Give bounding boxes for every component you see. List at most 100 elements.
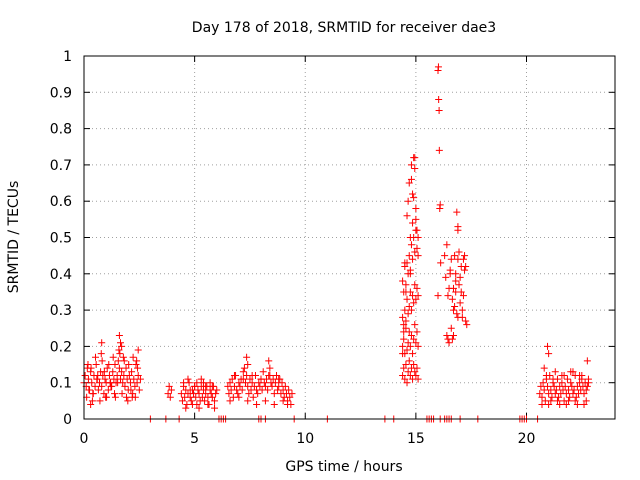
data-point: [571, 397, 579, 405]
data-point: [443, 241, 451, 249]
data-point: [135, 386, 143, 394]
data-point: [197, 375, 205, 383]
data-point: [115, 332, 123, 340]
data-point: [115, 364, 123, 372]
data-point: [451, 252, 459, 260]
data-point: [583, 357, 591, 365]
data-point: [107, 382, 115, 390]
data-point: [132, 361, 140, 369]
data-point: [245, 390, 253, 398]
data-point: [558, 371, 566, 379]
data-point: [561, 382, 569, 390]
data-point: [455, 248, 463, 256]
data-point: [437, 259, 445, 267]
data-point: [558, 379, 566, 387]
data-point: [96, 397, 104, 405]
data-point: [412, 295, 420, 303]
data-point: [407, 306, 415, 314]
data-point: [411, 248, 419, 256]
data-point: [228, 375, 236, 383]
data-point: [405, 179, 413, 187]
data-point: [456, 299, 464, 307]
data-point: [583, 382, 591, 390]
data-point: [165, 382, 173, 390]
data-point: [164, 390, 172, 398]
data-point: [288, 390, 296, 398]
data-point: [400, 364, 408, 372]
data-point: [453, 310, 461, 318]
data-point: [275, 375, 283, 383]
data-point: [435, 106, 443, 114]
data-point: [445, 339, 453, 347]
data-point: [117, 375, 125, 383]
data-point: [414, 342, 422, 350]
data-point: [204, 400, 212, 408]
data-point: [409, 255, 417, 263]
data-point: [92, 361, 100, 369]
data-point: [401, 375, 409, 383]
data-point: [413, 244, 421, 252]
data-point: [570, 386, 578, 394]
data-point: [243, 353, 251, 361]
data-point: [134, 371, 142, 379]
data-point: [573, 400, 581, 408]
data-point: [199, 386, 207, 394]
data-point: [400, 321, 408, 329]
data-point: [405, 357, 413, 365]
data-point: [114, 357, 122, 365]
data-point: [407, 175, 415, 183]
data-point: [257, 375, 265, 383]
data-point: [130, 375, 138, 383]
data-point: [454, 223, 462, 231]
data-point: [580, 400, 588, 408]
data-point: [240, 364, 248, 372]
data-point: [202, 382, 210, 390]
data-point: [399, 350, 407, 358]
data-point: [413, 328, 421, 336]
data-point: [103, 364, 111, 372]
data-point: [239, 368, 247, 376]
data-point: [540, 386, 548, 394]
data-point: [547, 397, 555, 405]
y-tick-label: 0.5: [50, 231, 72, 247]
data-point: [93, 375, 101, 383]
data-point: [452, 277, 460, 285]
data-point: [268, 382, 276, 390]
data-point: [234, 390, 242, 398]
tick-label-layer: 00.10.20.30.40.50.60.70.80.910 5 10 15 20: [50, 49, 536, 447]
data-point: [244, 382, 252, 390]
data-point: [206, 386, 214, 394]
data-point: [281, 382, 289, 390]
data-point: [409, 219, 417, 227]
data-point: [178, 397, 186, 405]
data-point: [184, 375, 192, 383]
data-point: [453, 208, 461, 216]
x-tick-label: 20: [518, 431, 536, 447]
data-point: [180, 379, 188, 387]
data-point: [177, 390, 185, 398]
data-point: [119, 353, 127, 361]
data-point: [123, 375, 131, 383]
data-point: [126, 379, 134, 387]
data-point: [455, 281, 463, 289]
data-point: [92, 353, 100, 361]
data-point: [403, 295, 411, 303]
data-point: [111, 393, 119, 401]
data-point: [412, 215, 420, 223]
data-point: [118, 368, 126, 376]
data-point: [94, 386, 102, 394]
data-point: [105, 361, 113, 369]
data-point: [94, 371, 102, 379]
data-point: [91, 382, 99, 390]
data-point: [411, 165, 419, 173]
data-point: [266, 371, 274, 379]
data-point: [102, 393, 110, 401]
data-point: [403, 379, 411, 387]
data-point: [436, 201, 444, 209]
data-point: [454, 313, 462, 321]
data-point: [235, 393, 243, 401]
data-point: [136, 375, 144, 383]
y-tick-label: 0.4: [50, 267, 72, 283]
data-point: [405, 252, 413, 260]
